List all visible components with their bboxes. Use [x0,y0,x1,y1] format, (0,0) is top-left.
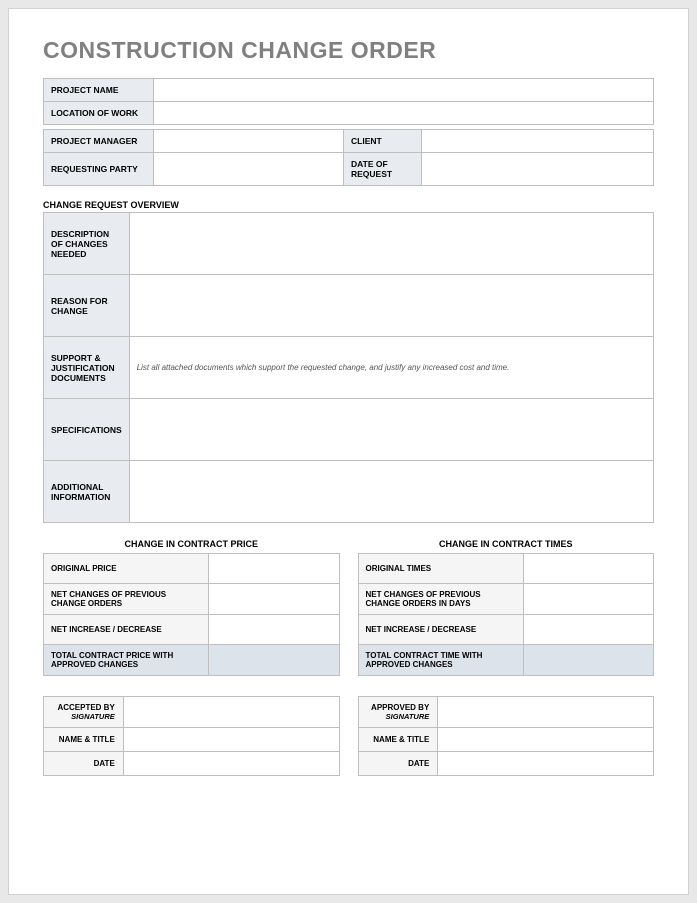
times-original-label: ORIGINAL TIMES [358,554,523,584]
accepted-signature-value[interactable] [123,697,339,728]
price-heading: CHANGE IN CONTRACT PRICE [43,539,340,549]
project-name-label: PROJECT NAME [44,79,154,102]
price-original-value[interactable] [209,554,339,584]
times-netinc-label: NET INCREASE / DECREASE [358,615,523,645]
overview-table: DESCRIPTION OF CHANGES NEEDED REASON FOR… [43,212,654,523]
approved-date-label: DATE [358,752,438,776]
date-request-value[interactable] [422,153,654,186]
price-total-label: TOTAL CONTRACT PRICE WITH APPROVED CHANG… [44,645,209,676]
specifications-value[interactable] [129,399,653,461]
location-label: LOCATION OF WORK [44,102,154,125]
accepted-by-text: ACCEPTED BY [57,703,114,712]
location-value[interactable] [154,102,654,125]
approved-table: APPROVED BY SIGNATURE NAME & TITLE DATE [358,696,655,776]
reason-value[interactable] [129,275,653,337]
approved-date-value[interactable] [438,752,654,776]
price-table: ORIGINAL PRICE NET CHANGES OF PREVIOUS C… [43,553,340,676]
page-container: CONSTRUCTION CHANGE ORDER PROJECT NAME L… [8,8,689,895]
overview-heading: CHANGE REQUEST OVERVIEW [43,200,654,210]
price-column: CHANGE IN CONTRACT PRICE ORIGINAL PRICE … [43,539,340,676]
price-netprev-label: NET CHANGES OF PREVIOUS CHANGE ORDERS [44,584,209,615]
times-total-label: TOTAL CONTRACT TIME WITH APPROVED CHANGE… [358,645,523,676]
pm-label: PROJECT MANAGER [44,130,154,153]
accepted-by-label: ACCEPTED BY SIGNATURE [44,697,124,728]
specifications-label: SPECIFICATIONS [44,399,130,461]
pm-value[interactable] [154,130,344,153]
times-table: ORIGINAL TIMES NET CHANGES OF PREVIOUS C… [358,553,655,676]
accepted-date-label: DATE [44,752,124,776]
reason-label: REASON FOR CHANGE [44,275,130,337]
approved-by-label: APPROVED BY SIGNATURE [358,697,438,728]
approved-by-text: APPROVED BY [371,703,429,712]
approved-signature-value[interactable] [438,697,654,728]
times-column: CHANGE IN CONTRACT TIMES ORIGINAL TIMES … [358,539,655,676]
approved-name-value[interactable] [438,728,654,752]
accepted-table: ACCEPTED BY SIGNATURE NAME & TITLE DATE [43,696,340,776]
support-placeholder[interactable]: List all attached documents which suppor… [129,337,653,399]
client-label: CLIENT [344,130,422,153]
additional-label: ADDITIONAL INFORMATION [44,461,130,523]
client-value[interactable] [422,130,654,153]
times-original-value[interactable] [523,554,653,584]
times-netprev-label: NET CHANGES OF PREVIOUS CHANGE ORDERS IN… [358,584,523,615]
project-name-value[interactable] [154,79,654,102]
times-total-value[interactable] [523,645,653,676]
times-netinc-value[interactable] [523,615,653,645]
support-label: SUPPORT & JUSTIFICATION DOCUMENTS [44,337,130,399]
description-value[interactable] [129,213,653,275]
price-original-label: ORIGINAL PRICE [44,554,209,584]
times-netprev-value[interactable] [523,584,653,615]
price-total-value[interactable] [209,645,339,676]
approved-name-label: NAME & TITLE [358,728,438,752]
requesting-label: REQUESTING PARTY [44,153,154,186]
times-heading: CHANGE IN CONTRACT TIMES [358,539,655,549]
price-netprev-value[interactable] [209,584,339,615]
accepted-sig-text: SIGNATURE [51,712,115,721]
requesting-value[interactable] [154,153,344,186]
project-info-table-2: PROJECT MANAGER CLIENT REQUESTING PARTY … [43,129,654,186]
approved-sig-text: SIGNATURE [366,712,430,721]
accepted-name-label: NAME & TITLE [44,728,124,752]
document-title: CONSTRUCTION CHANGE ORDER [43,37,654,64]
price-netinc-label: NET INCREASE / DECREASE [44,615,209,645]
date-request-label: DATE OF REQUEST [344,153,422,186]
accepted-date-value[interactable] [123,752,339,776]
description-label: DESCRIPTION OF CHANGES NEEDED [44,213,130,275]
price-netinc-value[interactable] [209,615,339,645]
project-info-table: PROJECT NAME LOCATION OF WORK [43,78,654,125]
accepted-name-value[interactable] [123,728,339,752]
additional-value[interactable] [129,461,653,523]
